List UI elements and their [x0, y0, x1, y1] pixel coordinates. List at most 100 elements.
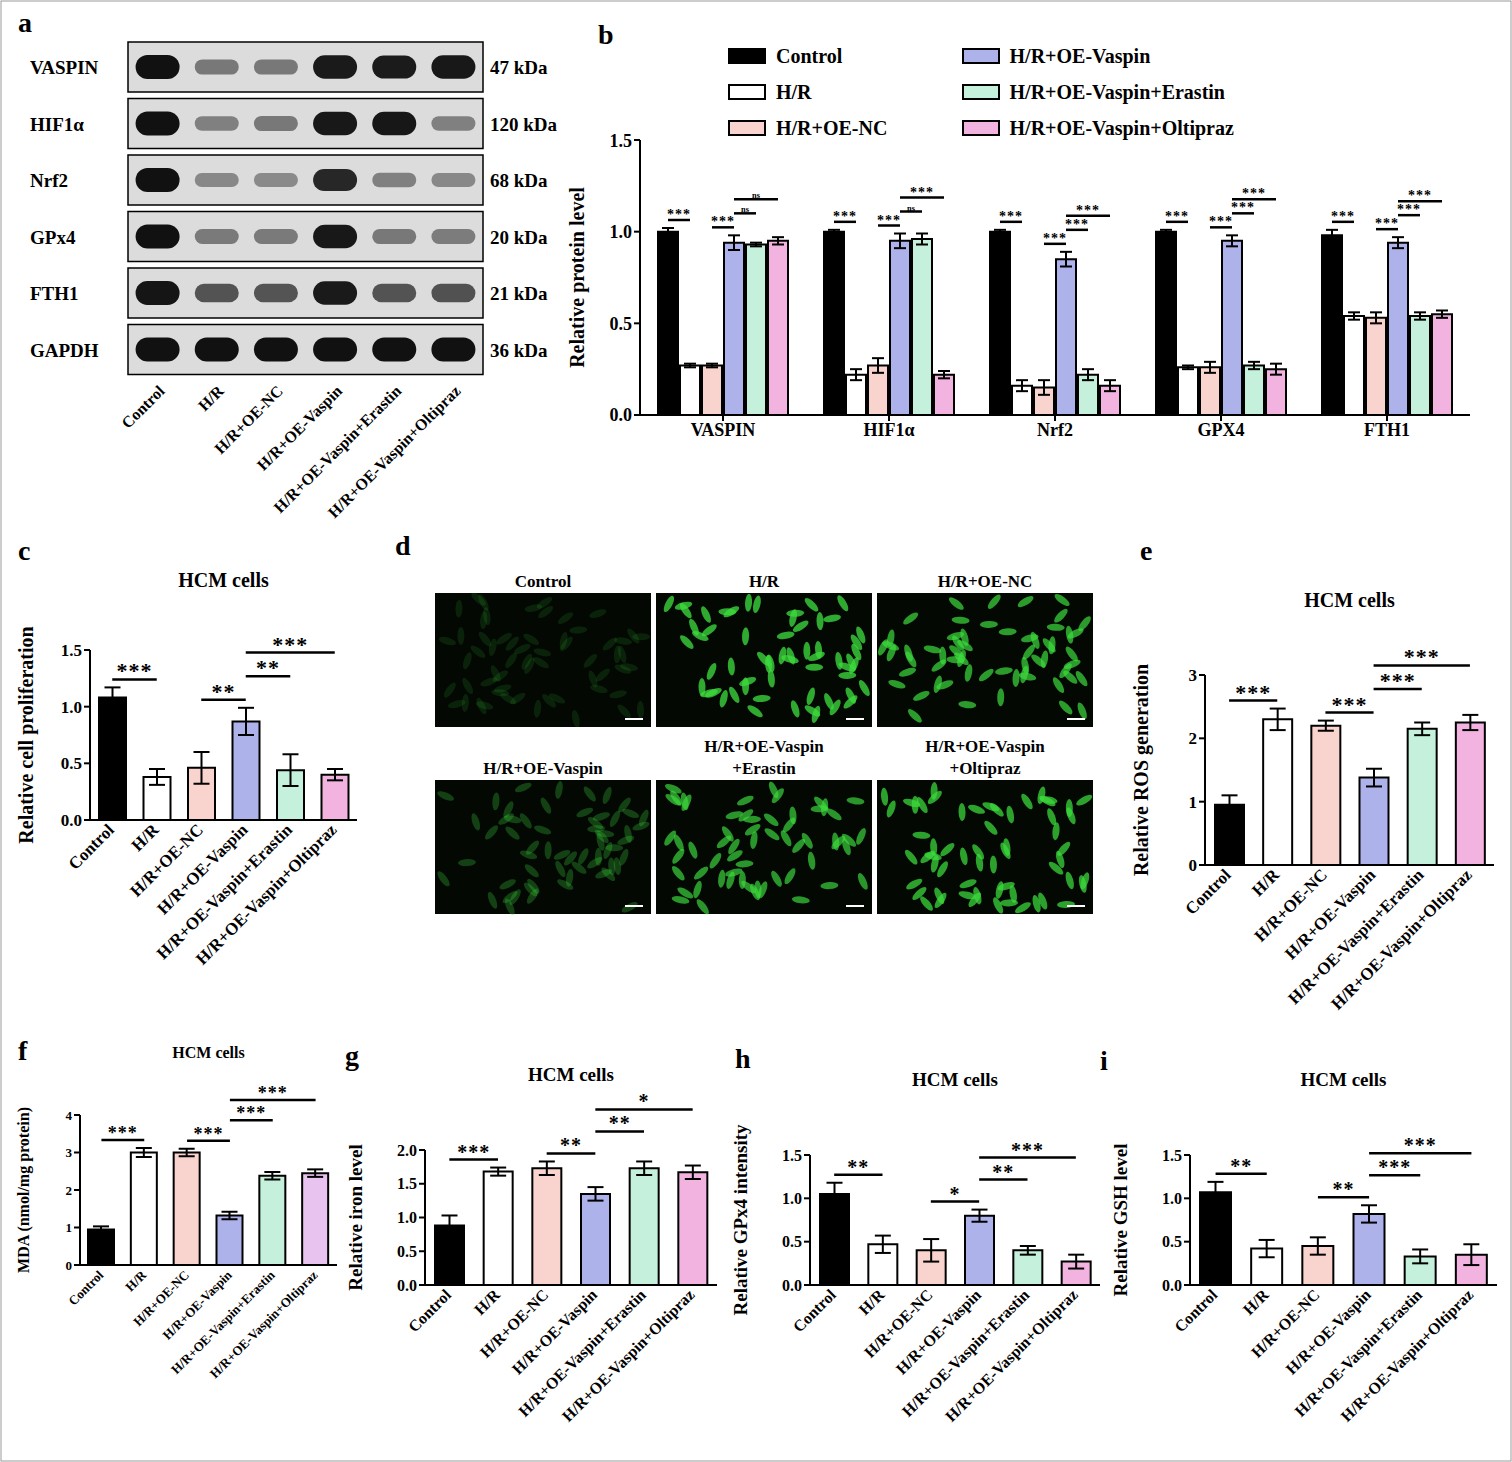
svg-text:f: f: [18, 1035, 28, 1066]
svg-text:H/R: H/R: [1240, 1286, 1272, 1318]
svg-text:H/R: H/R: [1248, 865, 1283, 900]
svg-text:H/R+OE-NC: H/R+OE-NC: [938, 572, 1033, 591]
svg-text:GAPDH: GAPDH: [30, 340, 99, 361]
svg-text:HIF1α: HIF1α: [863, 420, 914, 440]
svg-text:***: ***: [667, 207, 691, 222]
svg-text:***: ***: [194, 1124, 224, 1144]
svg-text:H/R+OE-Vaspin+Oltipraz: H/R+OE-Vaspin+Oltipraz: [325, 382, 465, 522]
svg-text:H/R+OE-Vaspin: H/R+OE-Vaspin: [925, 737, 1045, 756]
svg-text:***: ***: [236, 1103, 266, 1123]
svg-text:*: *: [639, 1090, 650, 1112]
svg-text:47 kDa: 47 kDa: [490, 57, 548, 78]
svg-text:c: c: [18, 535, 30, 566]
svg-text:h: h: [735, 1043, 751, 1074]
svg-text:***: ***: [711, 214, 735, 229]
svg-text:1.5: 1.5: [397, 1175, 417, 1192]
svg-text:1.0: 1.0: [610, 222, 633, 242]
svg-text:H/R: H/R: [128, 820, 163, 855]
svg-text:***: ***: [1397, 202, 1421, 217]
svg-text:0.0: 0.0: [61, 811, 82, 830]
svg-text:MDA (nmol/mg protein): MDA (nmol/mg protein): [15, 1107, 33, 1273]
svg-text:FTH1: FTH1: [30, 283, 79, 304]
svg-text:***: ***: [1331, 209, 1355, 224]
svg-text:1.5: 1.5: [610, 131, 633, 151]
svg-text:H/R+OE-Vaspin+Oltipraz: H/R+OE-Vaspin+Oltipraz: [1337, 1286, 1477, 1426]
svg-text:***: ***: [877, 213, 901, 228]
svg-text:**: **: [560, 1134, 582, 1156]
svg-text:Relative GPx4 intensity: Relative GPx4 intensity: [730, 1124, 751, 1316]
svg-text:***: ***: [910, 185, 934, 200]
svg-text:Relative ROS generation: Relative ROS generation: [1130, 664, 1153, 876]
svg-text:VASPIN: VASPIN: [691, 420, 756, 440]
svg-text:e: e: [1140, 535, 1152, 566]
svg-text:d: d: [395, 530, 411, 561]
svg-text:0.5: 0.5: [782, 1233, 802, 1250]
svg-text:**: **: [212, 679, 236, 704]
svg-text:1.5: 1.5: [61, 641, 82, 660]
svg-text:Nrf2: Nrf2: [30, 170, 68, 191]
svg-text:H/R: H/R: [855, 1286, 887, 1318]
svg-text:20 kDa: 20 kDa: [490, 227, 548, 248]
svg-text:H/R+OE-Vaspin+Oltipraz: H/R+OE-Vaspin+Oltipraz: [942, 1286, 1082, 1426]
svg-text:**: **: [992, 1161, 1014, 1183]
svg-text:H/R+OE-Vaspin: H/R+OE-Vaspin: [509, 1286, 601, 1378]
svg-text:***: ***: [1332, 692, 1368, 717]
svg-text:***: ***: [457, 1141, 490, 1163]
svg-text:HCM cells: HCM cells: [178, 569, 269, 591]
svg-text:1.5: 1.5: [782, 1147, 802, 1164]
svg-text:H/R+OE-Vaspin: H/R+OE-Vaspin: [1282, 1286, 1374, 1378]
svg-text:GPX4: GPX4: [1198, 420, 1245, 440]
svg-text:Control: Control: [118, 382, 168, 432]
svg-text:1.0: 1.0: [1162, 1190, 1182, 1207]
svg-text:HCM cells: HCM cells: [1304, 589, 1395, 611]
svg-text:0.0: 0.0: [397, 1277, 417, 1294]
svg-text:1.0: 1.0: [782, 1190, 802, 1207]
svg-text:Control: Control: [515, 572, 572, 591]
svg-text:Relative GSH level: Relative GSH level: [1110, 1143, 1131, 1296]
svg-text:+Erastin: +Erastin: [732, 759, 796, 778]
svg-text:***: ***: [117, 658, 153, 683]
svg-text:***: ***: [272, 632, 308, 657]
svg-text:***: ***: [1404, 644, 1440, 669]
svg-text:HCM cells: HCM cells: [912, 1069, 998, 1090]
svg-text:Control: Control: [65, 1267, 106, 1308]
svg-text:H/R: H/R: [122, 1267, 149, 1294]
svg-text:***: ***: [999, 209, 1023, 224]
svg-text:21 kDa: 21 kDa: [490, 283, 548, 304]
svg-text:a: a: [18, 7, 32, 38]
svg-text:3: 3: [66, 1145, 73, 1160]
svg-text:Relative cell proliferation: Relative cell proliferation: [15, 626, 38, 843]
svg-text:***: ***: [258, 1083, 288, 1103]
svg-text:68 kDa: 68 kDa: [490, 170, 548, 191]
svg-text:***: ***: [1408, 188, 1432, 203]
svg-text:+Oltipraz: +Oltipraz: [949, 759, 1021, 778]
svg-text:***: ***: [1065, 217, 1089, 232]
svg-text:2: 2: [1189, 729, 1198, 748]
svg-text:**: **: [256, 655, 280, 680]
svg-text:H/R+OE-Vaspin+Oltipraz: H/R+OE-Vaspin+Oltipraz: [192, 820, 341, 969]
svg-text:H/R: H/R: [749, 572, 780, 591]
svg-text:120 kDa: 120 kDa: [490, 114, 558, 135]
svg-text:***: ***: [1231, 200, 1255, 215]
svg-text:2: 2: [66, 1183, 73, 1198]
svg-text:0.0: 0.0: [1162, 1277, 1182, 1294]
svg-text:ns: ns: [741, 205, 750, 214]
svg-text:0.5: 0.5: [397, 1243, 417, 1260]
svg-text:***: ***: [1076, 203, 1100, 218]
svg-text:**: **: [847, 1156, 869, 1178]
svg-text:H/R+OE-Vaspin+Oltipraz: H/R+OE-Vaspin+Oltipraz: [1327, 865, 1476, 1014]
svg-text:**: **: [1333, 1178, 1355, 1200]
svg-text:***: ***: [1242, 186, 1266, 201]
svg-text:***: ***: [108, 1123, 138, 1143]
svg-text:1.5: 1.5: [1162, 1147, 1182, 1164]
svg-text:***: ***: [1404, 1134, 1437, 1156]
svg-text:**: **: [1230, 1155, 1252, 1177]
svg-text:i: i: [1100, 1045, 1108, 1076]
svg-text:HCM cells: HCM cells: [528, 1064, 614, 1085]
svg-text:g: g: [345, 1040, 359, 1071]
svg-text:HCM cells: HCM cells: [1300, 1069, 1386, 1090]
svg-text:Relative iron level: Relative iron level: [345, 1144, 366, 1290]
svg-text:0.5: 0.5: [610, 314, 633, 334]
svg-text:***: ***: [1209, 214, 1233, 229]
svg-text:2.0: 2.0: [397, 1142, 417, 1159]
